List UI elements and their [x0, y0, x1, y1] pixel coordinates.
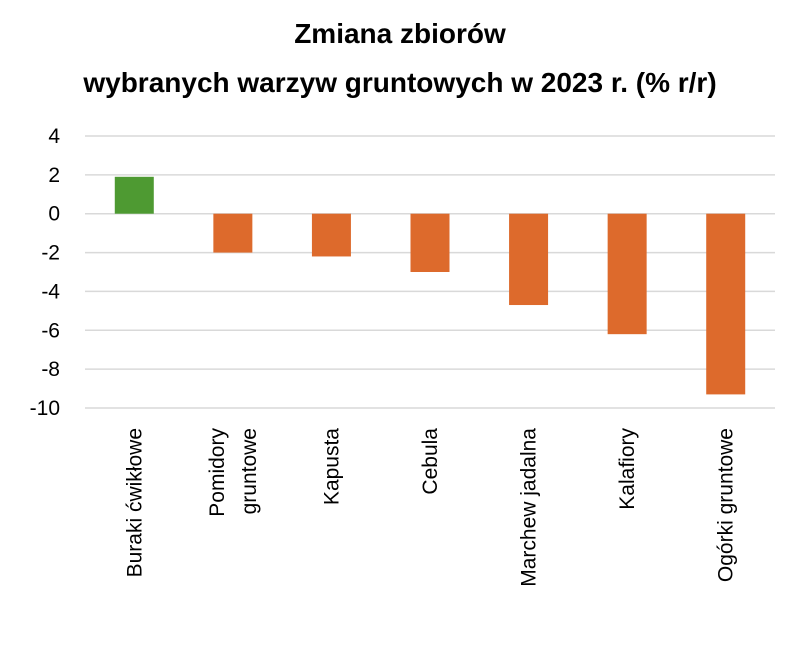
- bar: [410, 213, 450, 272]
- bar: [311, 213, 351, 257]
- category-label: Cebula: [419, 428, 442, 495]
- y-tick-label: 0: [48, 203, 60, 226]
- y-tick-label: -2: [41, 242, 60, 265]
- category-label: Pomidory: [206, 428, 229, 517]
- y-tick-label: -10: [30, 397, 60, 420]
- category-label: Marchew jadalna: [518, 428, 541, 587]
- chart-title-line-2: wybranych warzyw gruntowych w 2023 r. (%…: [83, 67, 717, 98]
- category-label: Kalafiory: [616, 428, 639, 510]
- bar: [114, 176, 154, 214]
- y-tick-label: -4: [41, 280, 60, 303]
- y-tick-label: -6: [41, 319, 60, 342]
- bar: [213, 213, 253, 253]
- chart-title-line-1: Zmiana zbiorów: [294, 18, 506, 49]
- category-label: Buraki ćwikłowe: [123, 428, 146, 577]
- bar: [706, 213, 746, 395]
- category-label: gruntowe: [238, 428, 261, 514]
- y-tick-label: 4: [48, 125, 60, 148]
- bar: [607, 213, 647, 335]
- bar: [509, 213, 549, 306]
- y-tick-label: 2: [48, 164, 60, 187]
- category-label: Ogórki gruntowe: [715, 428, 738, 582]
- category-label: Kapusta: [320, 428, 343, 505]
- y-tick-label: -8: [41, 358, 60, 381]
